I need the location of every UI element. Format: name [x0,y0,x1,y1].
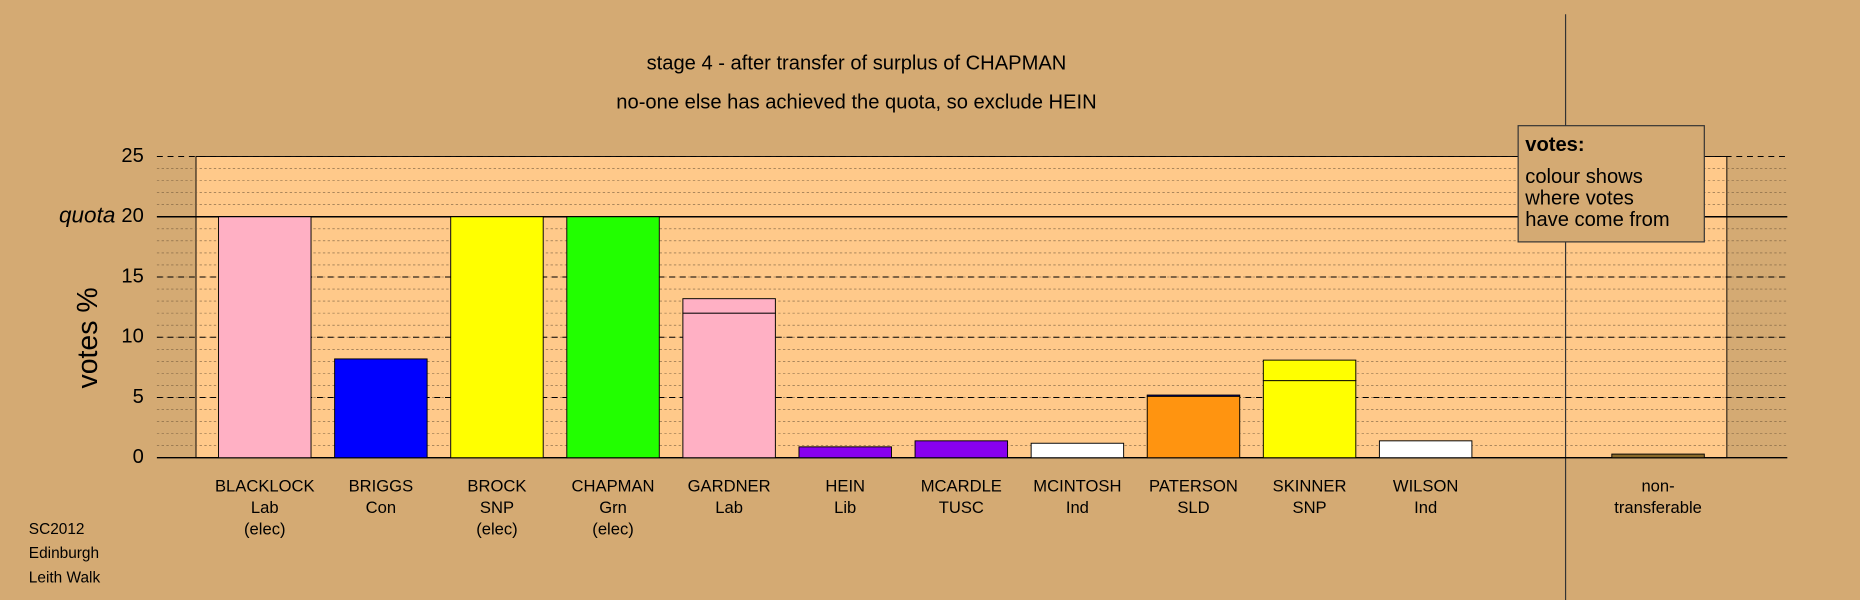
x-tick-label: BROCK [467,477,526,496]
x-tick-label: HEIN [825,477,865,496]
x-tick-label: Lab [251,498,279,517]
bar-segment [218,216,312,459]
legend-text: colour shows [1525,166,1643,188]
x-tick-label: BLACKLOCK [215,477,315,496]
bar-segment [1262,380,1357,459]
x-tick-label: WILSON [1393,477,1458,496]
bar-segment [566,216,660,459]
legend-box [1517,125,1705,243]
bar-segment [1611,453,1705,459]
x-tick-label: Ind [1066,498,1089,517]
x-tick-label: Lib [834,498,856,517]
x-tick-label: CHAPMAN [572,477,655,496]
x-tick-label: transferable [1614,498,1702,517]
x-tick-label: Ind [1414,498,1437,517]
x-tick-label: (elec) [592,519,634,538]
bar-segment [1146,395,1241,459]
x-tick-label: Con [366,498,396,517]
x-tick-label: TUSC [939,498,984,517]
chart-subtitle: no-one else has achieved the quota, so e… [616,91,1096,113]
y-tick-label: 0 [133,446,144,468]
legend-text: have come from [1525,209,1669,231]
y-tick-label: 5 [133,386,144,408]
footer-text: Leith Walk [29,570,101,587]
bar-segment [1378,440,1473,459]
bar-segment [682,312,776,459]
x-tick-label: non- [1641,477,1674,496]
bar-segment [798,446,892,459]
legend-title: votes: [1525,134,1584,156]
x-tick-label: Lab [715,498,743,517]
bar-segment [914,440,1009,459]
bar-segment [1146,394,1241,397]
chart-title: stage 4 - after transfer of surplus of C… [647,52,1067,74]
bar-segment [450,216,544,459]
x-tick-label: MCINTOSH [1033,477,1121,496]
x-tick-label: Grn [599,498,627,517]
bar-segment [1262,359,1357,382]
y-tick-label: 20 [121,205,143,227]
bar-segment [1030,442,1125,459]
bar-segment [334,358,428,459]
quota-label: quota [59,203,115,228]
x-tick-label: (elec) [476,519,518,538]
x-tick-label: GARDNER [688,477,771,496]
x-tick-label: BRIGGS [349,477,414,496]
y-axis-label: votes % [72,287,104,388]
x-tick-label: SLD [1177,498,1209,517]
x-tick-label: MCARDLE [921,477,1002,496]
marks: 0 5 10 15 20 25 quota BLACKLOCK Lab (elec) BRIGGS C… [59,145,1788,538]
x-tick-label: PATERSON [1149,477,1238,496]
x-tick-label: SNP [480,498,514,517]
legend-text: where votes [1524,188,1634,210]
bar-segment [682,298,776,314]
y-tick-label: 25 [121,145,143,167]
x-tick-label: SNP [1293,498,1327,517]
x-tick-label: (elec) [244,519,286,538]
footer-text: Edinburgh [29,545,99,562]
footer-text: SC2012 [29,521,85,538]
x-tick-label: SKINNER [1273,477,1347,496]
y-tick-label: 15 [121,265,143,287]
y-tick-label: 10 [121,326,143,348]
